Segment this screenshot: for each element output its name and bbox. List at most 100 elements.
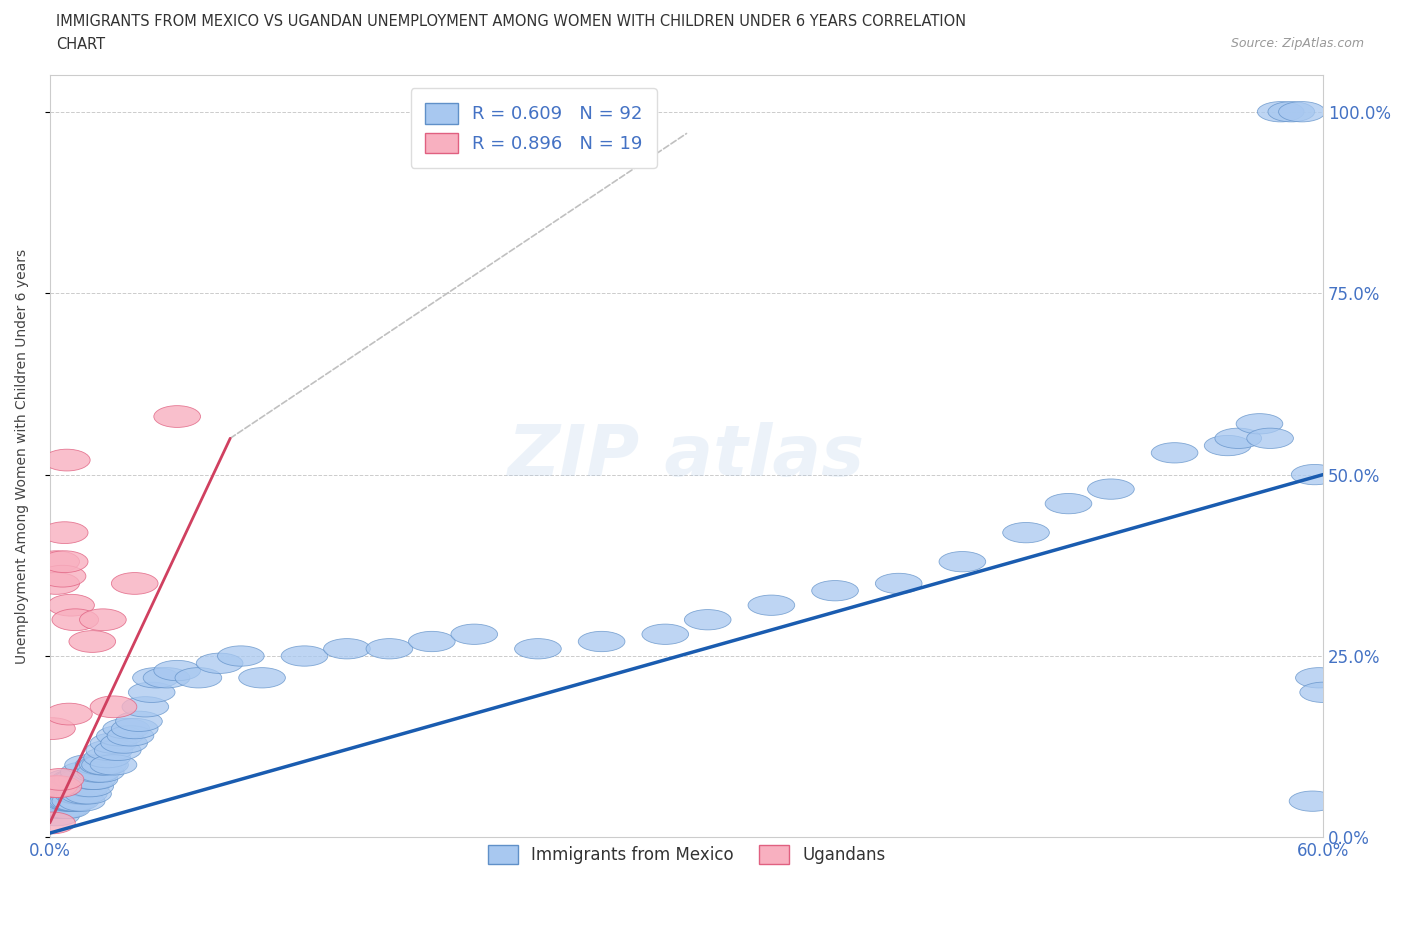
Ellipse shape [1268, 101, 1315, 122]
Ellipse shape [67, 777, 114, 797]
Ellipse shape [1291, 464, 1339, 485]
Ellipse shape [69, 769, 115, 790]
Ellipse shape [48, 777, 94, 797]
Ellipse shape [153, 660, 201, 681]
Ellipse shape [153, 405, 201, 428]
Ellipse shape [28, 718, 76, 739]
Ellipse shape [48, 791, 94, 811]
Text: IMMIGRANTS FROM MEXICO VS UGANDAN UNEMPLOYMENT AMONG WOMEN WITH CHILDREN UNDER 6: IMMIGRANTS FROM MEXICO VS UGANDAN UNEMPL… [56, 14, 966, 29]
Ellipse shape [69, 631, 115, 652]
Ellipse shape [35, 776, 82, 798]
Ellipse shape [1299, 682, 1347, 702]
Ellipse shape [122, 697, 169, 717]
Ellipse shape [409, 631, 456, 652]
Ellipse shape [53, 769, 101, 790]
Ellipse shape [876, 573, 922, 593]
Ellipse shape [1045, 494, 1092, 513]
Ellipse shape [65, 755, 111, 775]
Ellipse shape [41, 784, 89, 804]
Ellipse shape [62, 777, 110, 797]
Ellipse shape [97, 725, 143, 746]
Ellipse shape [685, 609, 731, 630]
Ellipse shape [44, 784, 90, 804]
Ellipse shape [90, 696, 136, 718]
Ellipse shape [197, 653, 243, 673]
Ellipse shape [39, 777, 86, 797]
Ellipse shape [48, 784, 94, 804]
Ellipse shape [32, 573, 80, 594]
Ellipse shape [44, 777, 90, 797]
Ellipse shape [44, 798, 90, 818]
Ellipse shape [86, 740, 132, 761]
Ellipse shape [37, 768, 84, 790]
Ellipse shape [28, 812, 76, 834]
Ellipse shape [58, 791, 105, 811]
Text: CHART: CHART [56, 37, 105, 52]
Ellipse shape [45, 769, 93, 790]
Ellipse shape [52, 791, 98, 811]
Ellipse shape [80, 609, 127, 631]
Ellipse shape [366, 639, 413, 659]
Ellipse shape [35, 784, 82, 804]
Ellipse shape [515, 639, 561, 659]
Ellipse shape [37, 798, 84, 818]
Ellipse shape [77, 762, 124, 782]
Ellipse shape [748, 595, 794, 616]
Ellipse shape [1295, 668, 1343, 688]
Ellipse shape [45, 703, 93, 725]
Ellipse shape [76, 755, 122, 775]
Ellipse shape [44, 449, 90, 471]
Ellipse shape [128, 682, 174, 702]
Ellipse shape [84, 748, 131, 768]
Ellipse shape [48, 594, 94, 616]
Ellipse shape [80, 755, 127, 775]
Ellipse shape [41, 522, 89, 543]
Ellipse shape [111, 573, 157, 594]
Ellipse shape [39, 565, 86, 587]
Ellipse shape [939, 551, 986, 572]
Ellipse shape [1152, 443, 1198, 463]
Ellipse shape [451, 624, 498, 644]
Ellipse shape [107, 725, 153, 746]
Ellipse shape [41, 551, 89, 573]
Ellipse shape [132, 668, 180, 688]
Ellipse shape [28, 798, 76, 818]
Ellipse shape [1247, 428, 1294, 448]
Ellipse shape [45, 784, 93, 804]
Ellipse shape [32, 805, 80, 826]
Ellipse shape [1289, 791, 1336, 811]
Ellipse shape [31, 776, 77, 798]
Ellipse shape [49, 777, 97, 797]
Ellipse shape [60, 762, 107, 782]
Ellipse shape [111, 719, 157, 738]
Ellipse shape [239, 668, 285, 688]
Text: ZIP atlas: ZIP atlas [508, 422, 865, 491]
Ellipse shape [1088, 479, 1135, 499]
Ellipse shape [1278, 101, 1326, 122]
Ellipse shape [41, 798, 89, 818]
Ellipse shape [58, 769, 105, 790]
Ellipse shape [1257, 101, 1303, 122]
Ellipse shape [37, 791, 84, 811]
Ellipse shape [1205, 435, 1251, 456]
Ellipse shape [39, 798, 86, 818]
Ellipse shape [82, 755, 128, 775]
Ellipse shape [143, 668, 190, 688]
Ellipse shape [56, 784, 103, 804]
Ellipse shape [90, 733, 136, 753]
Text: Source: ZipAtlas.com: Source: ZipAtlas.com [1230, 37, 1364, 50]
Ellipse shape [115, 711, 162, 732]
Ellipse shape [103, 719, 149, 738]
Ellipse shape [218, 645, 264, 666]
Ellipse shape [60, 784, 107, 804]
Ellipse shape [52, 769, 98, 790]
Ellipse shape [31, 791, 77, 811]
Ellipse shape [101, 733, 148, 753]
Ellipse shape [281, 645, 328, 666]
Ellipse shape [643, 624, 689, 644]
Ellipse shape [1002, 523, 1049, 543]
Ellipse shape [578, 631, 624, 652]
Ellipse shape [45, 791, 93, 811]
Ellipse shape [32, 551, 80, 573]
Ellipse shape [72, 769, 118, 790]
